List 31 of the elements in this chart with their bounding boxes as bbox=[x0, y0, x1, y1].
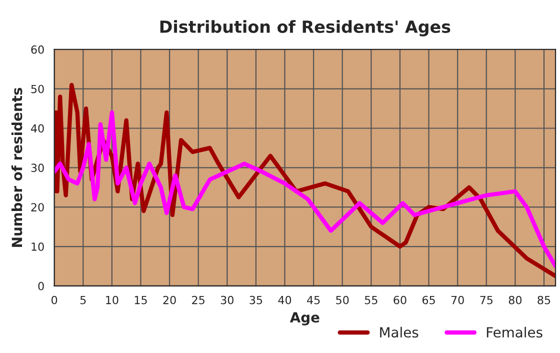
x-tick-label: 0 bbox=[52, 296, 58, 304]
y-tick-label: 20 bbox=[31, 203, 44, 212]
x-tick-label: 20 bbox=[163, 296, 176, 304]
line-series bbox=[54, 110, 556, 268]
y-tick-label: 60 bbox=[31, 45, 44, 54]
x-tick-label: 50 bbox=[336, 296, 349, 304]
y-tick-label: 0 bbox=[38, 282, 44, 290]
x-tick-label: 65 bbox=[422, 296, 435, 304]
x-tick-label: 55 bbox=[364, 296, 378, 304]
legend-label: Females bbox=[486, 326, 542, 338]
x-tick-label: 45 bbox=[307, 296, 320, 304]
x-tick-label: 15 bbox=[134, 296, 147, 304]
x-tick-label: 75 bbox=[480, 296, 492, 304]
x-tick-label: 70 bbox=[451, 296, 464, 304]
x-tick-label: 60 bbox=[394, 296, 406, 304]
y-tick-label: 30 bbox=[31, 164, 44, 172]
x-axis-title: Age bbox=[290, 312, 320, 326]
x-tick-label: 85 bbox=[538, 296, 550, 304]
chart-title: Distribution of Residents' Ages bbox=[160, 20, 450, 36]
x-tick-label: 40 bbox=[278, 296, 292, 304]
x-tick-label: 35 bbox=[250, 296, 262, 304]
x-tick-label: 10 bbox=[106, 296, 118, 304]
x-tick-label: 25 bbox=[192, 296, 204, 304]
x-tick-label: 30 bbox=[220, 296, 234, 304]
y-tick-label: 50 bbox=[31, 84, 44, 94]
legend-label: Males bbox=[380, 326, 418, 338]
y-axis-title: Number of residents bbox=[11, 88, 22, 247]
x-tick-label: 80 bbox=[508, 296, 522, 304]
y-tick-label: 10 bbox=[32, 242, 44, 251]
x-tick-label: 5 bbox=[80, 296, 86, 304]
y-tick-label: 40 bbox=[31, 124, 44, 133]
